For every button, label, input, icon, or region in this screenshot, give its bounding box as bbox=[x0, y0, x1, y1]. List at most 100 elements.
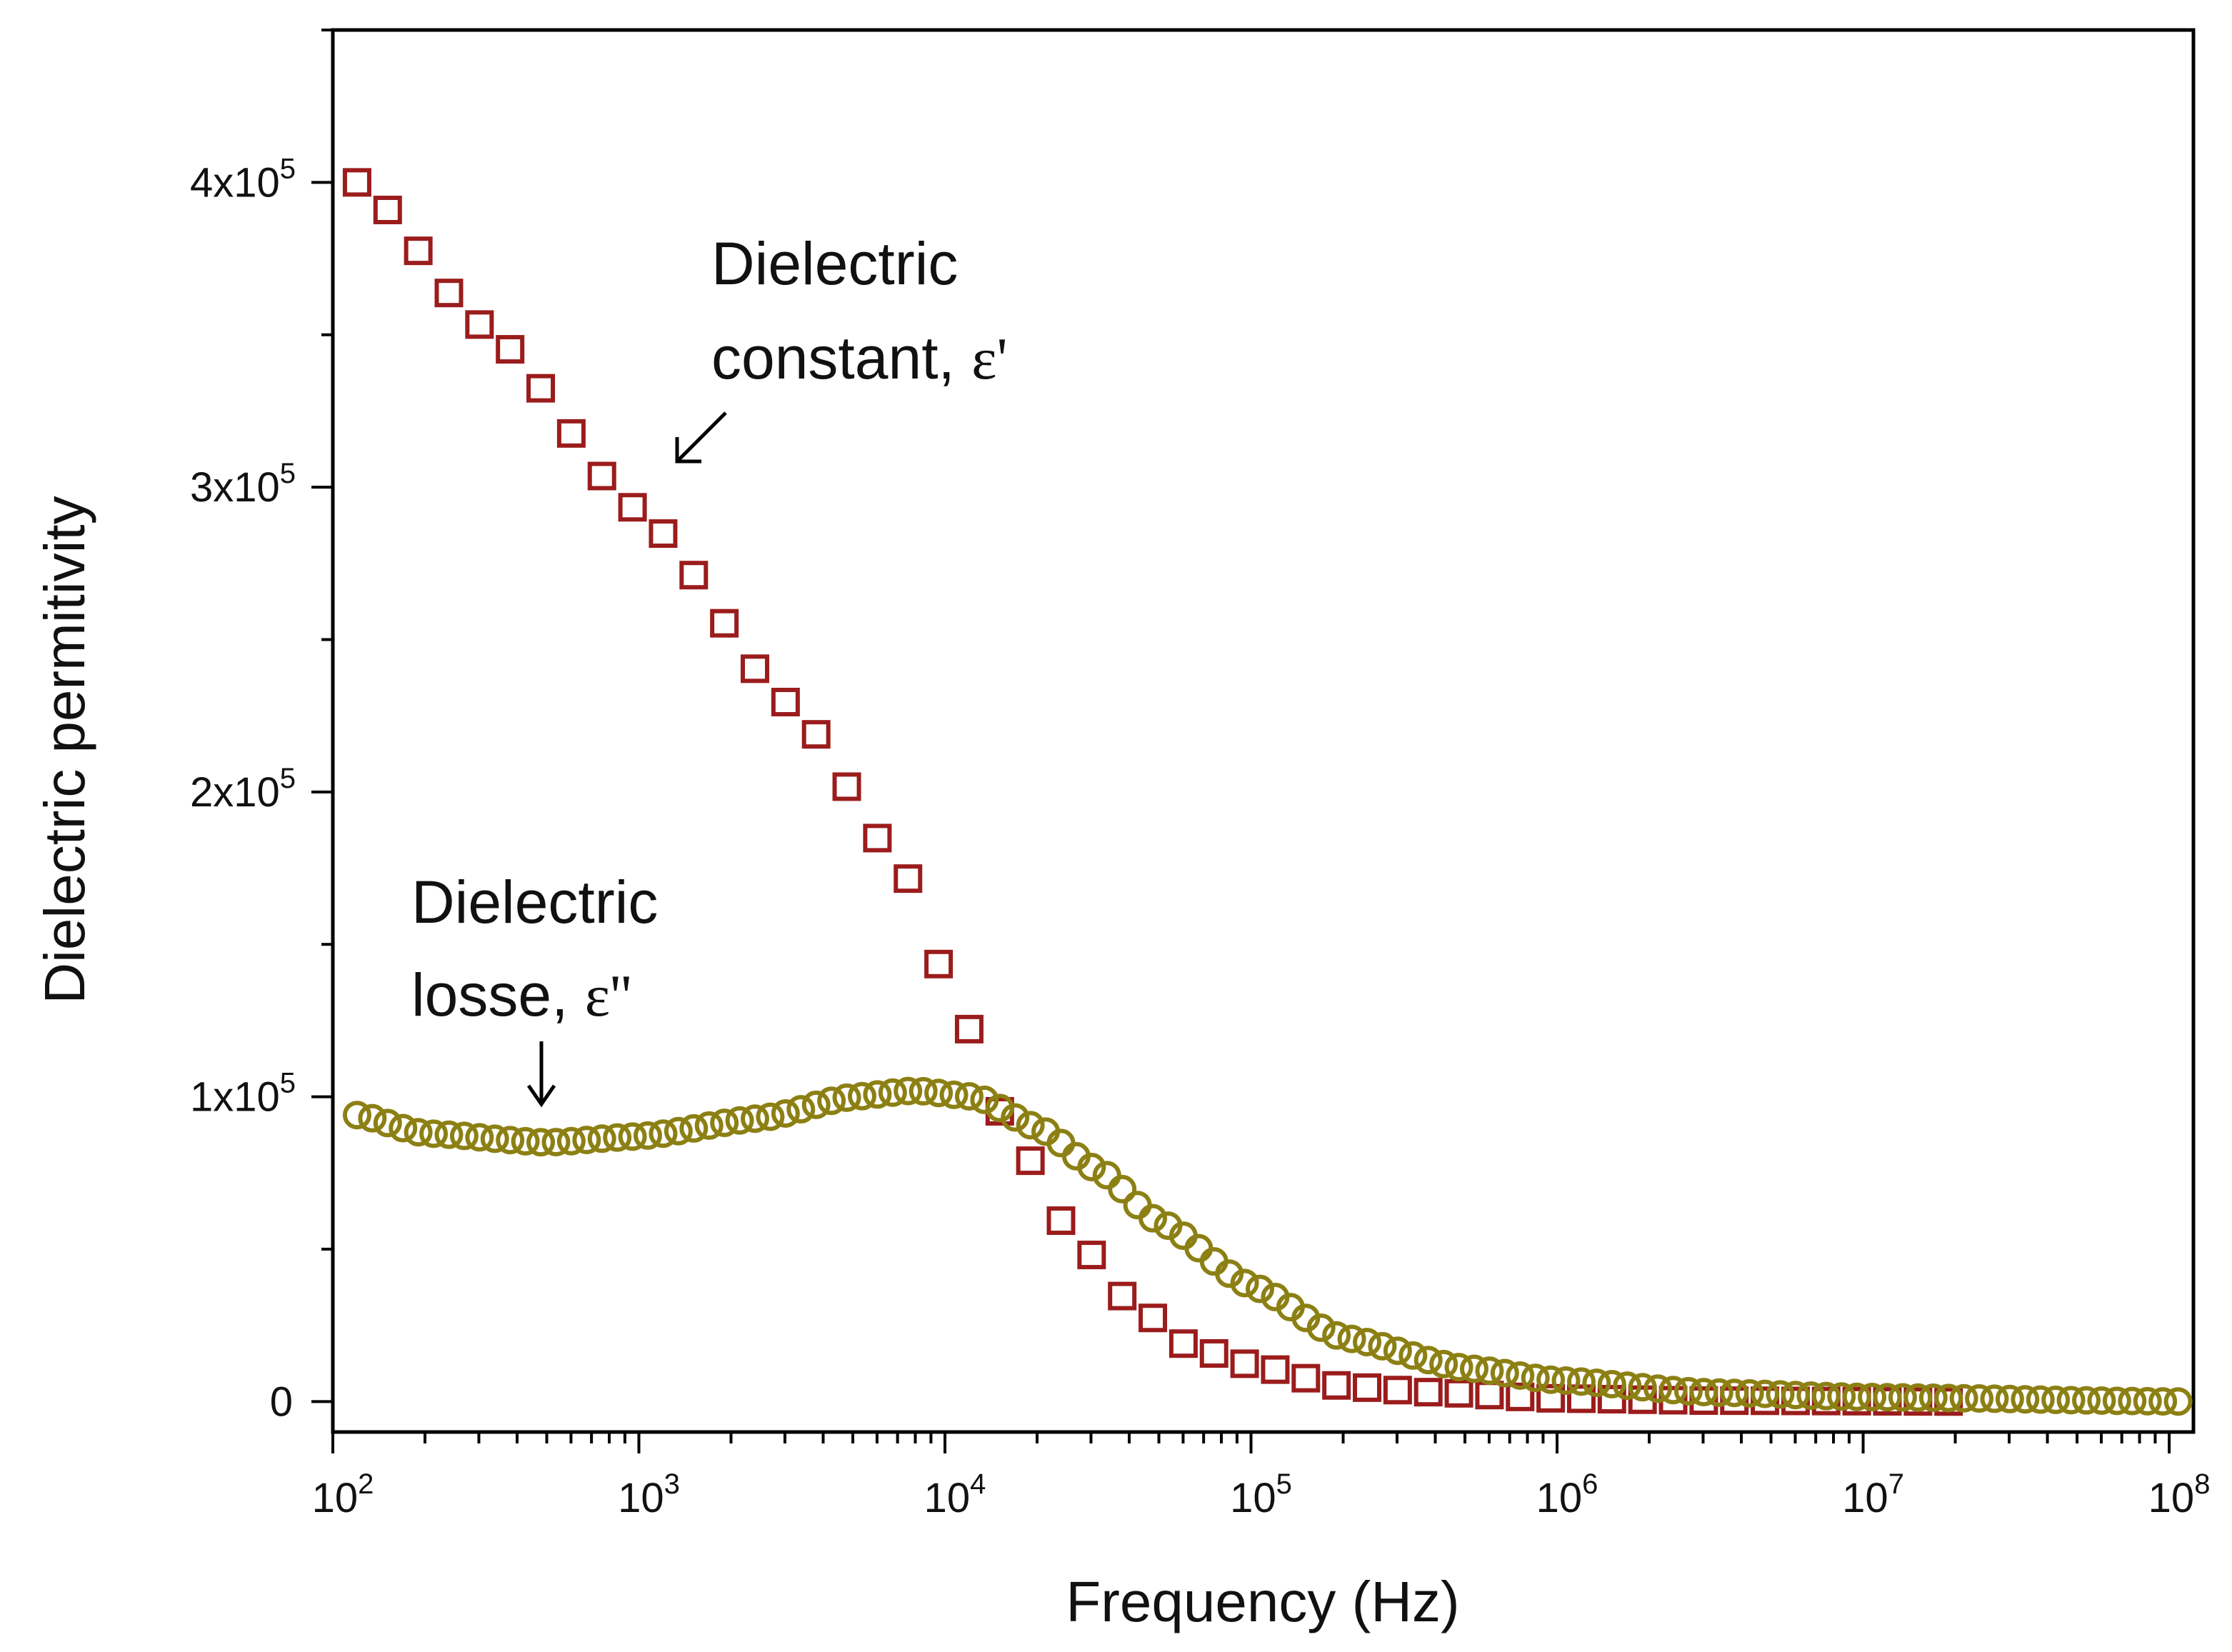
data-point-circle bbox=[1444, 1353, 1473, 1382]
arrow-icon bbox=[675, 411, 727, 464]
data-point-circle bbox=[1965, 1384, 1994, 1413]
annotation-constant-line2: constant, ε' bbox=[711, 324, 1008, 392]
data-point-square bbox=[342, 168, 371, 197]
y-tick-label: 0 bbox=[270, 1378, 293, 1425]
data-point-square bbox=[1261, 1355, 1290, 1384]
data-point-circle bbox=[1766, 1380, 1795, 1409]
data-point-circle bbox=[1306, 1313, 1336, 1343]
data-point-circle bbox=[1751, 1379, 1780, 1408]
data-point-square bbox=[1230, 1349, 1259, 1378]
data-point-circle bbox=[480, 1124, 509, 1153]
data-point-square bbox=[1536, 1383, 1566, 1413]
data-point-circle bbox=[1413, 1346, 1443, 1375]
data-point-circle bbox=[847, 1081, 876, 1111]
data-point-square bbox=[1689, 1386, 1718, 1415]
data-point-square bbox=[1046, 1206, 1076, 1236]
data-point-circle bbox=[909, 1076, 938, 1106]
data-point-circle bbox=[2011, 1385, 2040, 1414]
data-point-circle bbox=[1673, 1376, 1703, 1406]
data-point-circle bbox=[2163, 1387, 2193, 1416]
data-point-circle bbox=[1689, 1378, 1718, 1407]
data-point-circle bbox=[1827, 1382, 1856, 1411]
data-point-circle bbox=[2041, 1385, 2071, 1414]
annotation-dielectric-constant: Dielectric constant, ε' bbox=[675, 230, 1008, 464]
data-point-circle bbox=[1582, 1368, 1611, 1398]
data-point-circle bbox=[1001, 1103, 1030, 1132]
data-point-circle bbox=[1322, 1321, 1351, 1350]
annotation-dielectric-losse: Dielectric losse, ε'' bbox=[411, 868, 658, 1108]
data-point-square bbox=[526, 374, 556, 403]
annotation-losse-line2: losse, ε'' bbox=[411, 961, 631, 1029]
data-point-circle bbox=[1246, 1274, 1275, 1303]
x-tick-marks bbox=[331, 1432, 2171, 1453]
data-point-circle bbox=[1628, 1373, 1657, 1402]
x-tick-label: 105 bbox=[1230, 1468, 1292, 1521]
series-dielectric-loss bbox=[342, 1076, 2193, 1416]
data-point-circle bbox=[1720, 1378, 1749, 1408]
data-point-circle bbox=[710, 1108, 739, 1138]
data-point-circle bbox=[2072, 1386, 2101, 1415]
x-tick-label: 106 bbox=[1536, 1468, 1598, 1521]
data-point-circle bbox=[587, 1124, 616, 1153]
y-tick-label: 4x105 bbox=[190, 153, 296, 206]
x-tick-label: 104 bbox=[924, 1468, 986, 1521]
data-point-circle bbox=[817, 1086, 846, 1116]
data-point-circle bbox=[419, 1119, 449, 1148]
data-point-square bbox=[1168, 1329, 1198, 1358]
data-point-circle bbox=[1536, 1365, 1566, 1394]
x-tick-label: 107 bbox=[1842, 1468, 1904, 1521]
data-point-circle bbox=[1811, 1381, 1841, 1411]
data-point-circle bbox=[572, 1126, 601, 1155]
data-point-square bbox=[1444, 1378, 1473, 1408]
data-point-circle bbox=[771, 1098, 800, 1128]
data-point-square bbox=[1291, 1363, 1321, 1393]
data-point-circle bbox=[1566, 1367, 1596, 1396]
data-point-circle bbox=[1506, 1361, 1535, 1390]
data-point-square bbox=[404, 236, 433, 266]
data-point-circle bbox=[541, 1128, 571, 1157]
data-point-square bbox=[373, 195, 402, 224]
data-point-circle bbox=[2102, 1386, 2131, 1416]
y-tick-label: 3x105 bbox=[190, 458, 296, 511]
data-point-square bbox=[587, 461, 616, 491]
data-point-circle bbox=[2056, 1386, 2086, 1415]
data-point-square bbox=[1353, 1373, 1382, 1402]
data-point-square bbox=[1016, 1146, 1045, 1176]
data-point-square bbox=[954, 1014, 984, 1043]
data-point-circle bbox=[618, 1122, 647, 1151]
data-point-square bbox=[1138, 1303, 1168, 1333]
data-point-circle bbox=[2133, 1386, 2162, 1416]
data-point-circle bbox=[970, 1085, 999, 1114]
data-point-square bbox=[496, 335, 525, 364]
data-point-circle bbox=[373, 1108, 402, 1138]
data-point-circle bbox=[801, 1090, 831, 1119]
data-point-circle bbox=[1735, 1378, 1764, 1408]
data-point-circle bbox=[404, 1118, 433, 1147]
data-point-circle bbox=[649, 1119, 678, 1148]
data-point-square bbox=[801, 720, 831, 749]
data-point-circle bbox=[863, 1080, 892, 1109]
data-point-circle bbox=[786, 1095, 816, 1124]
data-point-square bbox=[1108, 1281, 1137, 1311]
data-point-circle bbox=[1888, 1383, 1917, 1412]
data-point-circle bbox=[511, 1126, 540, 1156]
data-point-circle bbox=[1613, 1371, 1642, 1401]
y-tick-label: 1x105 bbox=[190, 1068, 296, 1121]
x-tick-label: 108 bbox=[2148, 1468, 2211, 1521]
data-point-circle bbox=[664, 1116, 693, 1146]
data-point-circle bbox=[1108, 1174, 1137, 1203]
data-point-square bbox=[1199, 1339, 1228, 1368]
data-point-square bbox=[863, 824, 892, 853]
data-point-circle bbox=[556, 1126, 586, 1156]
data-point-circle bbox=[1995, 1384, 2024, 1413]
data-point-circle bbox=[2026, 1385, 2055, 1414]
data-point-circle bbox=[1597, 1370, 1626, 1399]
data-point-circle bbox=[1429, 1349, 1458, 1378]
data-point-circle bbox=[1398, 1341, 1428, 1370]
data-point-circle bbox=[1551, 1366, 1581, 1396]
data-point-circle bbox=[1123, 1191, 1152, 1220]
data-point-circle bbox=[1980, 1384, 2009, 1413]
data-point-circle bbox=[2087, 1386, 2116, 1416]
data-point-circle bbox=[1092, 1161, 1121, 1190]
data-point-circle bbox=[1459, 1354, 1488, 1383]
